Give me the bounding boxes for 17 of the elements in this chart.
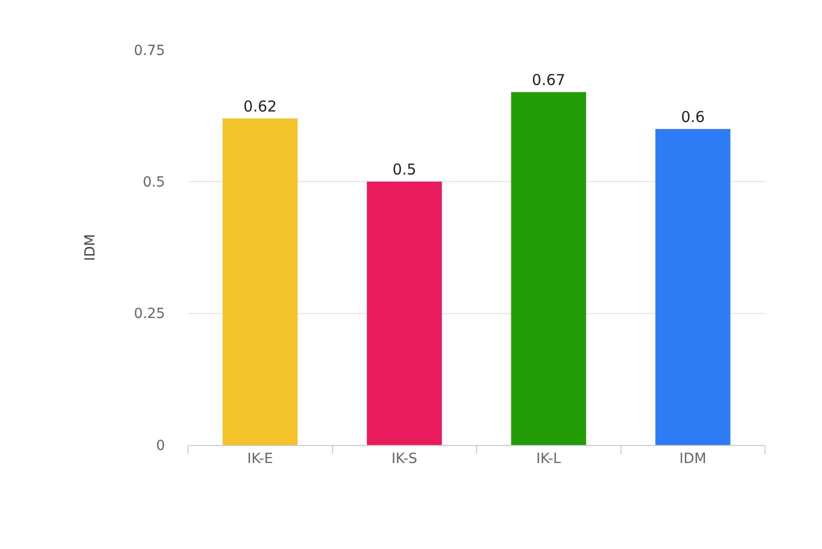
data-label: 0.5 [392,160,416,179]
bar [366,182,442,445]
x-tick-label: IK-L [536,450,562,467]
bar [511,92,586,445]
x-tick-label: IDM [679,450,706,467]
y-tick-label: 0.25 [134,306,165,322]
y-tick-label: 0 [156,438,165,454]
x-tick-label: IK-E [247,450,274,467]
y-tick-label: 0.5 [142,174,165,191]
bar [222,118,298,445]
y-tick-label: 0.75 [134,42,165,59]
data-label: 0.62 [243,97,277,116]
data-label: 0.6 [680,108,705,126]
x-tick-label: IK-S [391,450,418,467]
data-label: 0.67 [532,71,566,90]
y-axis-title: IDM [82,234,98,261]
bar [655,129,730,445]
